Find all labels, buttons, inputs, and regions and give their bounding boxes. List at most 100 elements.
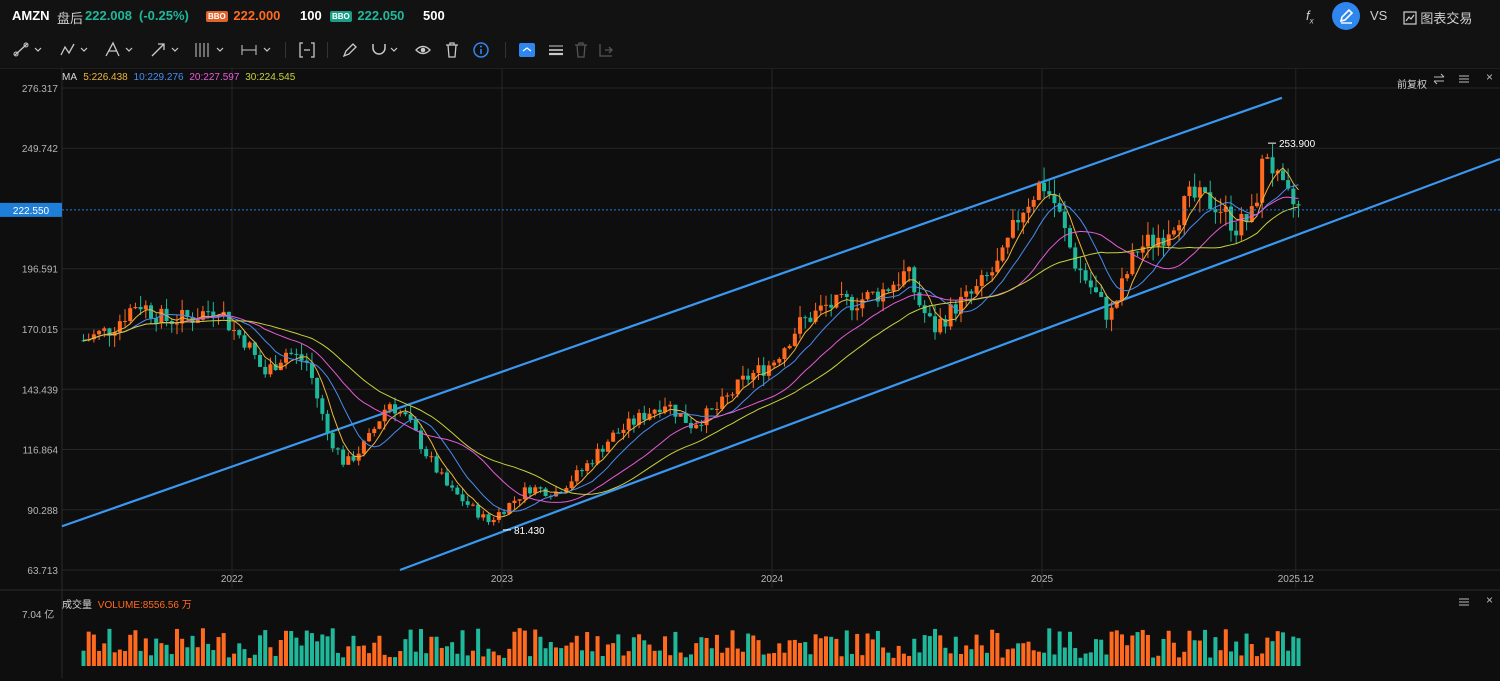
volume-bar — [699, 637, 704, 666]
volume-bar — [460, 630, 465, 666]
candle-body — [647, 413, 652, 420]
magnet-icon — [372, 44, 398, 55]
volume-bar — [1114, 630, 1119, 666]
volume-bar — [200, 628, 205, 666]
candle-body — [486, 514, 491, 523]
price-chart[interactable]: 276.317 249.742 196.591 170.015 143.439 116.8… — [0, 68, 1500, 678]
polyline-tool[interactable] — [58, 40, 90, 60]
volume-bar — [673, 631, 678, 666]
candle-body — [808, 317, 813, 322]
candle-body — [398, 412, 403, 414]
function-icon[interactable]: fx — [1306, 8, 1314, 26]
volume-bar — [808, 654, 813, 666]
color-swatch-icon — [519, 43, 535, 57]
adjust-mode-button[interactable]: 前复权 — [1397, 76, 1427, 91]
chart-canvas[interactable]: 276.317 249.742 196.591 170.015 143.439 116.8… — [0, 68, 1500, 678]
delete-drawings-button[interactable] — [443, 40, 461, 60]
y-tick-label: 276.317 — [22, 84, 59, 95]
volume-bar — [1260, 653, 1265, 666]
candle-body — [252, 342, 257, 355]
swap-adjust-button[interactable] — [1433, 73, 1445, 88]
candle-body — [330, 432, 335, 449]
trash-icon — [446, 42, 458, 58]
pitchfork-tool[interactable] — [103, 40, 135, 60]
candle-body — [138, 306, 143, 310]
arrow-tool[interactable] — [149, 40, 181, 60]
volume-bar — [657, 650, 662, 666]
candle-body — [849, 296, 854, 311]
drawing-color-button[interactable] — [518, 40, 536, 60]
compare-button[interactable]: VS — [1370, 8, 1388, 23]
candle-body — [839, 293, 844, 295]
chart-trade-button[interactable]: 图表交易 — [1403, 8, 1472, 27]
volume-bar — [221, 633, 226, 666]
candle-body — [335, 448, 340, 450]
candle-body — [1026, 206, 1031, 213]
ask-size: 500 — [423, 8, 445, 23]
export-button[interactable] — [597, 40, 615, 60]
price-change: (-0.25%) — [139, 8, 189, 23]
delete-selected-button[interactable] — [572, 40, 590, 60]
candle-body — [844, 293, 849, 297]
candle-body — [294, 353, 299, 355]
volume-bar — [1249, 644, 1254, 666]
volume-bar — [1171, 642, 1176, 666]
volume-bar — [652, 650, 657, 666]
fit-range-tool[interactable] — [298, 40, 316, 60]
main-close-button[interactable]: × — [1486, 70, 1494, 84]
draw-mode-button[interactable] — [1332, 2, 1360, 30]
candle-body — [1156, 237, 1161, 247]
settings-lines-icon — [1459, 598, 1469, 606]
volume-bar — [689, 654, 693, 666]
candle-body — [1068, 228, 1073, 248]
magnet-tool[interactable] — [369, 40, 401, 60]
volume-bar — [621, 655, 626, 666]
symbol[interactable]: AMZN — [12, 8, 50, 23]
candle-body — [460, 494, 465, 502]
candle-body — [1010, 219, 1015, 238]
candle-body — [714, 408, 719, 410]
volume-bar — [268, 647, 273, 666]
volume-close-button[interactable]: × — [1486, 593, 1494, 607]
y-tick-label: 143.439 — [22, 385, 59, 396]
volume-bar — [631, 637, 636, 666]
brush-tool[interactable] — [340, 40, 358, 60]
volume-bar — [1000, 657, 1005, 666]
candle-body — [185, 310, 190, 317]
y-tick-label: 249.742 — [22, 144, 59, 155]
candle-body — [247, 342, 252, 348]
main-settings-button[interactable] — [1458, 73, 1470, 88]
x-tick-label: 2023 — [491, 574, 514, 585]
ask-quote: BBO 222.050 — [330, 8, 404, 23]
info-button[interactable] — [472, 40, 490, 60]
fib-tool[interactable] — [193, 40, 227, 60]
volume-bar — [1177, 657, 1182, 666]
quote-header: AMZN 盘后 222.008 (-0.25%) BBO 222.000 100… — [0, 0, 1500, 32]
measure-tool[interactable] — [240, 40, 274, 60]
volume-bar — [294, 637, 299, 666]
volume-bar — [772, 653, 777, 666]
visibility-toggle[interactable] — [414, 40, 432, 60]
volume-bar — [1296, 638, 1301, 666]
candle-body — [938, 319, 943, 333]
volume-bar — [1286, 650, 1291, 666]
candle-body — [200, 311, 205, 320]
candle-body — [881, 289, 886, 302]
volume-bar — [211, 650, 216, 666]
candle-body — [569, 481, 574, 489]
trend-line-tool[interactable] — [12, 40, 44, 60]
volume-bar — [611, 643, 616, 666]
line-style-button[interactable] — [547, 40, 565, 60]
export-icon — [599, 44, 613, 57]
volume-bar — [855, 633, 860, 666]
volume-bar — [891, 657, 896, 666]
volume-bar — [579, 650, 584, 666]
volume-bar — [143, 638, 148, 666]
volume-bar — [206, 643, 211, 666]
trend-channel[interactable] — [61, 96, 1500, 572]
candle-body — [543, 488, 548, 496]
ma20-value: 20:227.597 — [189, 72, 240, 83]
volume-settings-button[interactable] — [1458, 596, 1470, 611]
candle-body — [959, 296, 963, 314]
candle-body — [1151, 234, 1156, 247]
